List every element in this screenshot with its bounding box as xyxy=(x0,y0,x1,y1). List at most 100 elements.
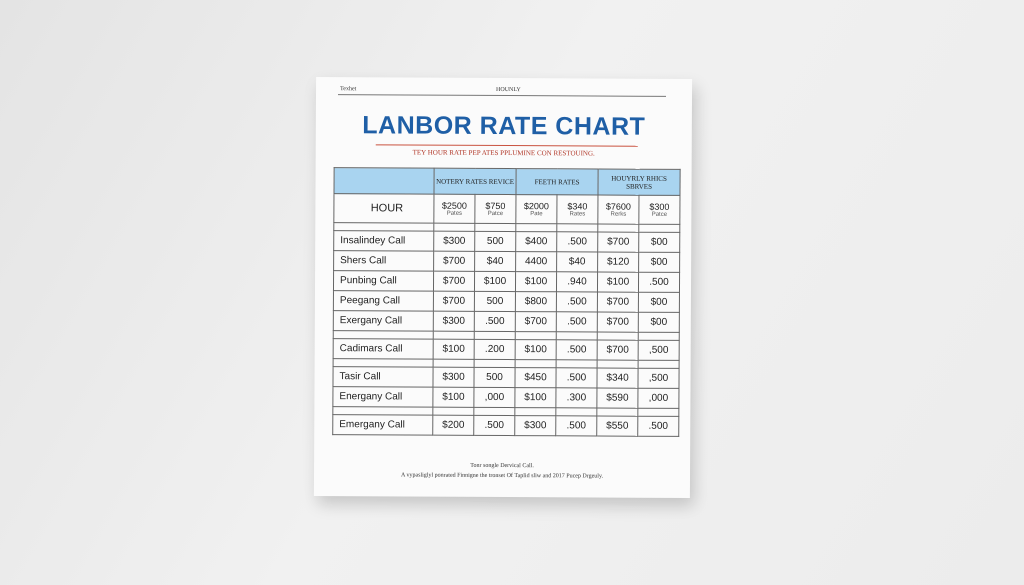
service-cell: Emergany Call xyxy=(332,414,433,436)
service-cell: Insalindey Call xyxy=(333,230,434,252)
hour-cell: HOUR xyxy=(333,193,434,224)
spacer-cell xyxy=(555,407,597,416)
spacer-cell xyxy=(433,223,475,232)
rate-value: $2000 xyxy=(523,201,549,212)
group-cell: HOUYRLY RHICS SBRVES xyxy=(597,168,681,196)
subtitle: TEY HOUR RATE PEP ATES PPLUMINE CON REST… xyxy=(412,148,595,158)
rate-cell: $300 xyxy=(514,415,556,436)
rate-cell: ,000 xyxy=(473,387,515,408)
service-cell: Peegang Call xyxy=(333,290,434,312)
subheader-cell: $2500 Pates xyxy=(433,194,475,224)
subheader-row: HOUR $2500 Pates $750 Patce $2000 Pate $340 Rate… xyxy=(333,193,680,225)
rate-note: Pates xyxy=(446,210,463,217)
rate-cell: $400 xyxy=(515,231,557,252)
paper: Texhet HOUNLY LANBOR RATE CHART TEY HOUR… xyxy=(313,77,693,498)
rate-cell: ,500 xyxy=(637,368,680,389)
spacer-cell xyxy=(432,407,474,416)
header-center: HOUNLY xyxy=(496,86,521,94)
rate-row: Shers Call $700 $40 4400 $40 $120 $00 xyxy=(333,250,680,273)
spacer-cell xyxy=(473,407,515,416)
rate-cell: ,500 xyxy=(638,340,680,361)
group-cell: FEETH RATES xyxy=(515,168,599,195)
rate-cell: $120 xyxy=(597,251,639,273)
rate-note: Patce xyxy=(651,211,668,218)
rate-cell: $100 xyxy=(515,339,557,360)
spacer-cell xyxy=(638,224,680,233)
spacer-cell xyxy=(433,359,475,368)
subheader-cell: $340 Rates xyxy=(556,194,598,224)
spacer-cell xyxy=(638,332,680,341)
spacer-cell xyxy=(556,331,598,340)
spacer-cell xyxy=(474,331,516,340)
rate-note: Rerks xyxy=(610,211,627,218)
rate-cell: $700 xyxy=(597,231,639,253)
rate-cell: $200 xyxy=(432,415,474,436)
rate-cell: .300 xyxy=(555,387,597,408)
rate-cell: 500 xyxy=(474,231,516,252)
rate-row: Exergany Call $300.500 $700.500 $700 $00 xyxy=(333,310,680,333)
service-cell: Energany Call xyxy=(332,386,433,408)
subheader-cell: $750 Patce xyxy=(474,194,516,224)
rate-cell: $100 xyxy=(433,339,475,360)
rate-cell: .500 xyxy=(473,415,515,436)
spacer-cell xyxy=(597,359,639,369)
rate-cell: $100 xyxy=(432,387,474,408)
rate-value: $7600 xyxy=(605,201,631,212)
spacer-cell xyxy=(474,359,516,368)
spacer-cell xyxy=(515,331,557,340)
rate-cell: 500 xyxy=(473,367,516,388)
rate-row: Energany Call $100,000 $100.300 $590,000 xyxy=(332,386,679,409)
spacer-cell xyxy=(556,223,598,232)
header-left: Texhet xyxy=(340,86,357,93)
rate-table: NOTERY RATES REVICE FEETH RATES HOUYRLY RH… xyxy=(332,167,681,437)
subheader-cell: $7600 Rerks xyxy=(597,194,639,225)
rate-cell: $800 xyxy=(515,291,557,312)
rate-cell: $00 xyxy=(638,252,680,273)
rate-value: $2500 xyxy=(441,200,467,211)
service-cell: Cadimars Call xyxy=(333,338,434,360)
rate-cell: $100 xyxy=(597,271,639,293)
rate-cell: $100 xyxy=(515,271,557,292)
service-cell: Tasir Call xyxy=(332,366,434,388)
rate-cell: $700 xyxy=(433,271,475,292)
rate-cell: $700 xyxy=(597,291,639,313)
rate-cell: .500 xyxy=(474,311,516,332)
rate-cell: .500 xyxy=(556,339,598,360)
service-cell: Punbing Call xyxy=(333,270,434,292)
service-cell: Shers Call xyxy=(333,250,434,272)
rate-cell: .940 xyxy=(556,271,598,292)
title-rule xyxy=(375,144,638,147)
rate-cell: .500 xyxy=(637,416,679,437)
rate-note: Pate xyxy=(530,211,543,218)
rate-cell: $590 xyxy=(596,387,638,409)
rule xyxy=(338,94,667,97)
rate-value: $300 xyxy=(649,201,670,212)
corner-cell xyxy=(333,167,435,195)
group-cell: NOTERY RATES REVICE xyxy=(433,168,517,195)
rate-cell: $300 xyxy=(433,311,475,332)
subheader-cell: $300 Patce xyxy=(638,195,680,225)
spacer-cell xyxy=(556,359,598,368)
rate-cell: $450 xyxy=(514,367,557,388)
rate-cell: $340 xyxy=(596,367,639,389)
rate-cell: .500 xyxy=(556,311,598,332)
footer-note: A vypasliglyl ponrated Finnigne the tron… xyxy=(400,472,604,480)
spacer-cell xyxy=(637,408,679,417)
rate-cell: .500 xyxy=(556,231,598,252)
service-cell: Exergany Call xyxy=(333,310,434,332)
rate-cell: $40 xyxy=(556,251,598,272)
spacer-cell xyxy=(597,331,639,341)
spacer-cell xyxy=(515,223,557,232)
rate-cell: $00 xyxy=(638,312,680,333)
rate-cell: 500 xyxy=(474,291,516,312)
rate-cell: $300 xyxy=(432,367,475,388)
title: LANBOR RATE CHART xyxy=(362,111,646,141)
rate-cell: .200 xyxy=(474,339,516,360)
rate-cell: .500 xyxy=(555,415,597,436)
rate-cell: $700 xyxy=(433,291,475,312)
rate-cell: $700 xyxy=(433,251,475,272)
rate-row: Punbing Call $700 $100 $100.940 $100.500 xyxy=(333,270,680,293)
subheader-cell: $2000 Pate xyxy=(515,194,557,224)
spacer-cell xyxy=(638,360,680,369)
rate-row: Emergany Call $200.500 $300.500 $550.500 xyxy=(332,414,679,437)
